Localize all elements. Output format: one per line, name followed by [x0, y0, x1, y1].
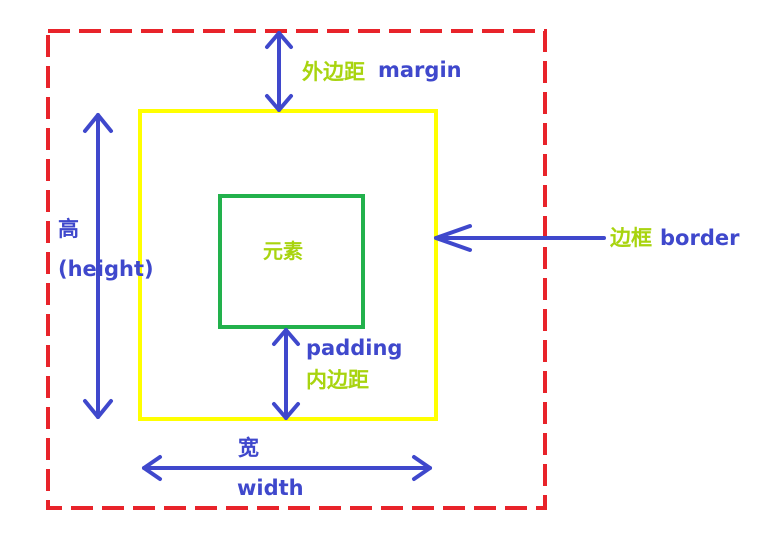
height-label-cn: 高: [58, 217, 79, 241]
border-box: [138, 109, 438, 421]
margin-box: [46, 29, 547, 510]
padding-label-cn: 内边距: [306, 368, 369, 392]
border-label-en: border: [660, 226, 740, 250]
height-label-en: (height): [58, 257, 154, 281]
width-label-cn: 宽: [238, 436, 259, 460]
border-arrow: [434, 224, 606, 252]
height-arrow: [83, 113, 113, 419]
element-label: 元素: [263, 239, 303, 263]
padding-arrow: [272, 328, 300, 420]
width-arrow: [142, 455, 432, 481]
margin-label-en: margin: [378, 58, 462, 82]
margin-label-cn: 外边距: [302, 60, 365, 84]
element-box: [218, 194, 365, 329]
width-label-en: width: [237, 476, 304, 500]
border-label-cn: 边框: [610, 226, 652, 250]
margin-arrow: [265, 31, 293, 112]
padding-label-en: padding: [306, 336, 403, 360]
